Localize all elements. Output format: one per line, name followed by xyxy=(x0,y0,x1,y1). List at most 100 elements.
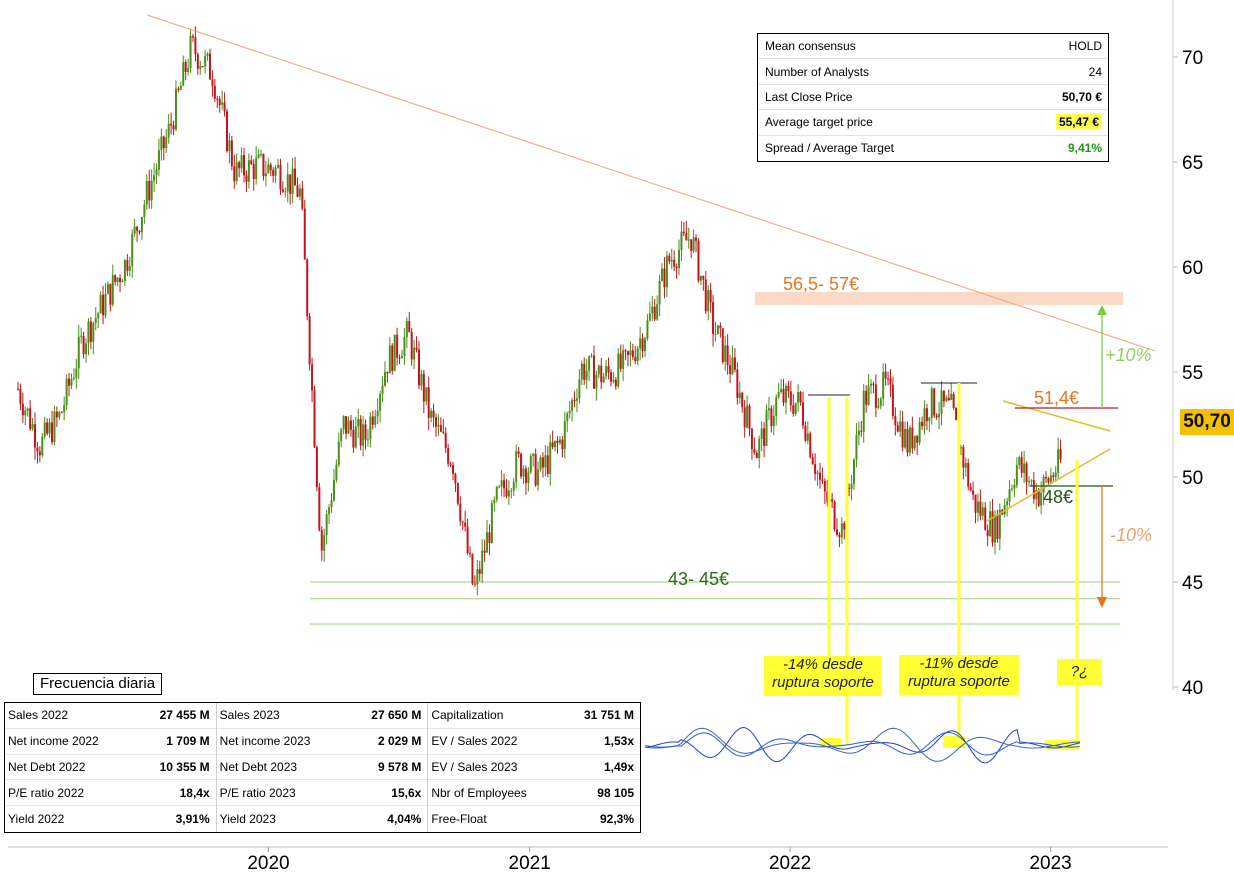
candle-body xyxy=(1030,480,1033,482)
candle-body xyxy=(303,208,306,260)
candle-body xyxy=(588,356,591,371)
candle-body xyxy=(816,472,819,474)
candle-body xyxy=(1035,490,1038,500)
candle-body xyxy=(68,378,71,386)
financials-cell: Yield 2022 3,91% xyxy=(5,806,216,832)
candle-body xyxy=(704,279,707,312)
candle-body xyxy=(695,237,698,241)
candle-body xyxy=(670,259,673,262)
candle-body xyxy=(221,102,224,105)
candle-body xyxy=(651,306,654,314)
financials-cell: Yield 2023 4,04% xyxy=(217,806,428,832)
candle-body xyxy=(775,397,778,416)
candle-body xyxy=(272,170,275,176)
candle-body xyxy=(872,383,875,385)
candle-body xyxy=(913,435,916,449)
consensus-value: 55,47 € xyxy=(1055,114,1102,131)
candle-body xyxy=(201,66,204,68)
fin-label: P/E ratio 2022 xyxy=(8,785,85,800)
candle-body xyxy=(549,442,552,474)
candle-body xyxy=(719,325,722,329)
candle-body xyxy=(940,390,943,414)
candle-body xyxy=(1006,501,1009,506)
candle-body xyxy=(364,424,367,440)
candle-body xyxy=(286,174,289,192)
candle-body xyxy=(177,88,180,90)
candle-body xyxy=(386,371,389,374)
fin-label: P/E ratio 2023 xyxy=(219,785,296,800)
candle-body xyxy=(974,494,977,513)
fin-value: 1,53x xyxy=(603,734,634,749)
candle-body xyxy=(461,521,464,523)
candle-body xyxy=(541,457,544,468)
candle-body xyxy=(639,338,642,349)
candle-body xyxy=(916,435,919,443)
candle-body xyxy=(182,62,185,86)
candle-body xyxy=(471,554,474,584)
fin-label: Net income 2023 xyxy=(219,734,311,749)
candle-body xyxy=(522,468,525,477)
up-arrow-head xyxy=(1097,305,1107,315)
candle-body xyxy=(690,239,693,251)
candle-body xyxy=(349,420,352,430)
candle-body xyxy=(738,392,741,398)
candle-body xyxy=(371,416,374,425)
candle-body xyxy=(928,417,931,422)
candle-body xyxy=(252,163,255,180)
candle-body xyxy=(1059,449,1062,460)
candle-body xyxy=(906,429,909,453)
candle-body xyxy=(70,378,73,386)
candle-body xyxy=(296,185,299,197)
candle-body xyxy=(712,302,715,335)
candle-body xyxy=(211,79,214,86)
candle-body xyxy=(102,294,105,316)
candle-body xyxy=(366,439,369,441)
candle-body xyxy=(624,350,627,352)
candle-body xyxy=(609,372,612,382)
candle-body xyxy=(1037,490,1040,506)
yellow-osc-mark-1 xyxy=(820,738,842,748)
x-tick-label: 2023 xyxy=(1029,853,1071,874)
candle-body xyxy=(904,429,907,448)
candle-body xyxy=(111,275,114,305)
financials-cell: Capitalization 31 751 M xyxy=(428,703,640,729)
candle-body xyxy=(534,453,537,486)
candle-body xyxy=(959,446,962,449)
candle-body xyxy=(729,365,732,374)
candle-body xyxy=(777,391,780,398)
candle-body xyxy=(262,154,265,177)
candle-body xyxy=(403,337,406,357)
candle-body xyxy=(148,181,151,201)
candle-body xyxy=(986,530,989,537)
up-target-label: +10% xyxy=(1105,345,1152,365)
candle-body xyxy=(413,347,416,360)
candle-body xyxy=(546,455,549,474)
candle-body xyxy=(434,417,437,427)
candle-body xyxy=(240,155,243,169)
yellow-osc-mark-3 xyxy=(1045,740,1079,750)
fin-label: Capitalization xyxy=(431,708,504,723)
candle-body xyxy=(678,249,681,269)
candle-body xyxy=(874,384,877,408)
candle-body xyxy=(801,402,804,426)
candle-body xyxy=(733,357,736,370)
candle-body xyxy=(46,422,49,434)
candle-body xyxy=(82,335,85,355)
candle-body xyxy=(19,389,22,404)
candle-body xyxy=(1045,477,1048,479)
candle-body xyxy=(551,442,554,448)
fin-value: 1,49x xyxy=(603,759,634,774)
candle-body xyxy=(629,350,632,355)
note-line: -11% desde xyxy=(919,655,999,672)
candle-body xyxy=(167,123,170,138)
level-51-4-label: 51,4€ xyxy=(1034,388,1079,408)
candle-body xyxy=(814,464,817,474)
candle-body xyxy=(794,402,797,414)
candle-body xyxy=(862,390,865,432)
candle-body xyxy=(1010,488,1013,490)
candle-body xyxy=(170,123,173,126)
candle-body xyxy=(838,534,841,538)
y-tick-label: 50 xyxy=(1182,468,1203,489)
candle-body xyxy=(65,378,68,406)
candle-body xyxy=(325,514,328,536)
